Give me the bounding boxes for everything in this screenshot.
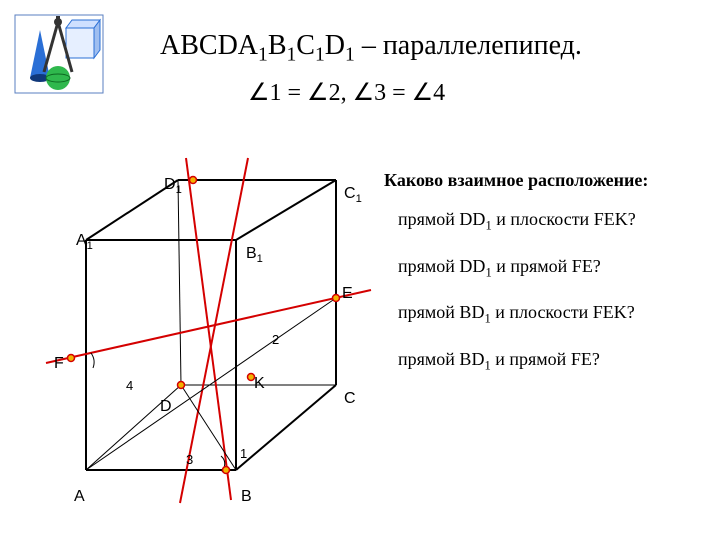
title-d: D xyxy=(325,30,345,61)
title-sub4: 1 xyxy=(345,45,355,66)
question-4: прямой BD1 и прямой FE? xyxy=(398,349,714,374)
questions-block: Каково взаимное расположение: прямой DD1… xyxy=(384,170,714,395)
title-c: C xyxy=(296,30,315,61)
main-title: ABCDA1B1C1D1 – параллелепипед. xyxy=(160,30,582,67)
questions-heading: Каково взаимное расположение: xyxy=(384,170,714,191)
title-b: B xyxy=(268,30,287,61)
title-sub3: 1 xyxy=(315,45,325,66)
title-prefix: ABCDA xyxy=(160,30,258,61)
angle-equation: ∠1 = ∠2, ∠3 = ∠4 xyxy=(248,78,445,107)
question-2: прямой DD1 и прямой FE? xyxy=(398,256,714,281)
question-3: прямой BD1 и плоскости FEK? xyxy=(398,302,714,327)
title-sub2: 1 xyxy=(287,45,297,66)
question-1: прямой DD1 и плоскости FEK? xyxy=(398,209,714,234)
title-sub1: 1 xyxy=(258,45,268,66)
parallelepiped-diagram xyxy=(36,150,376,520)
geometry-icon xyxy=(14,14,104,94)
title-suffix: – параллелепипед. xyxy=(355,30,582,61)
